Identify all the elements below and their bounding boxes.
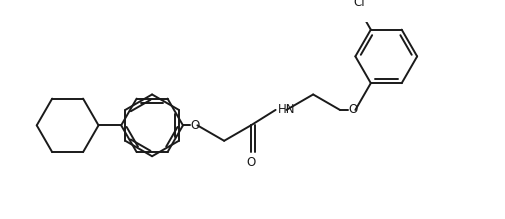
- Text: Cl: Cl: [353, 0, 365, 9]
- Text: O: O: [190, 119, 199, 132]
- Text: HN: HN: [278, 103, 295, 117]
- Text: O: O: [348, 103, 357, 117]
- Text: O: O: [246, 156, 255, 169]
